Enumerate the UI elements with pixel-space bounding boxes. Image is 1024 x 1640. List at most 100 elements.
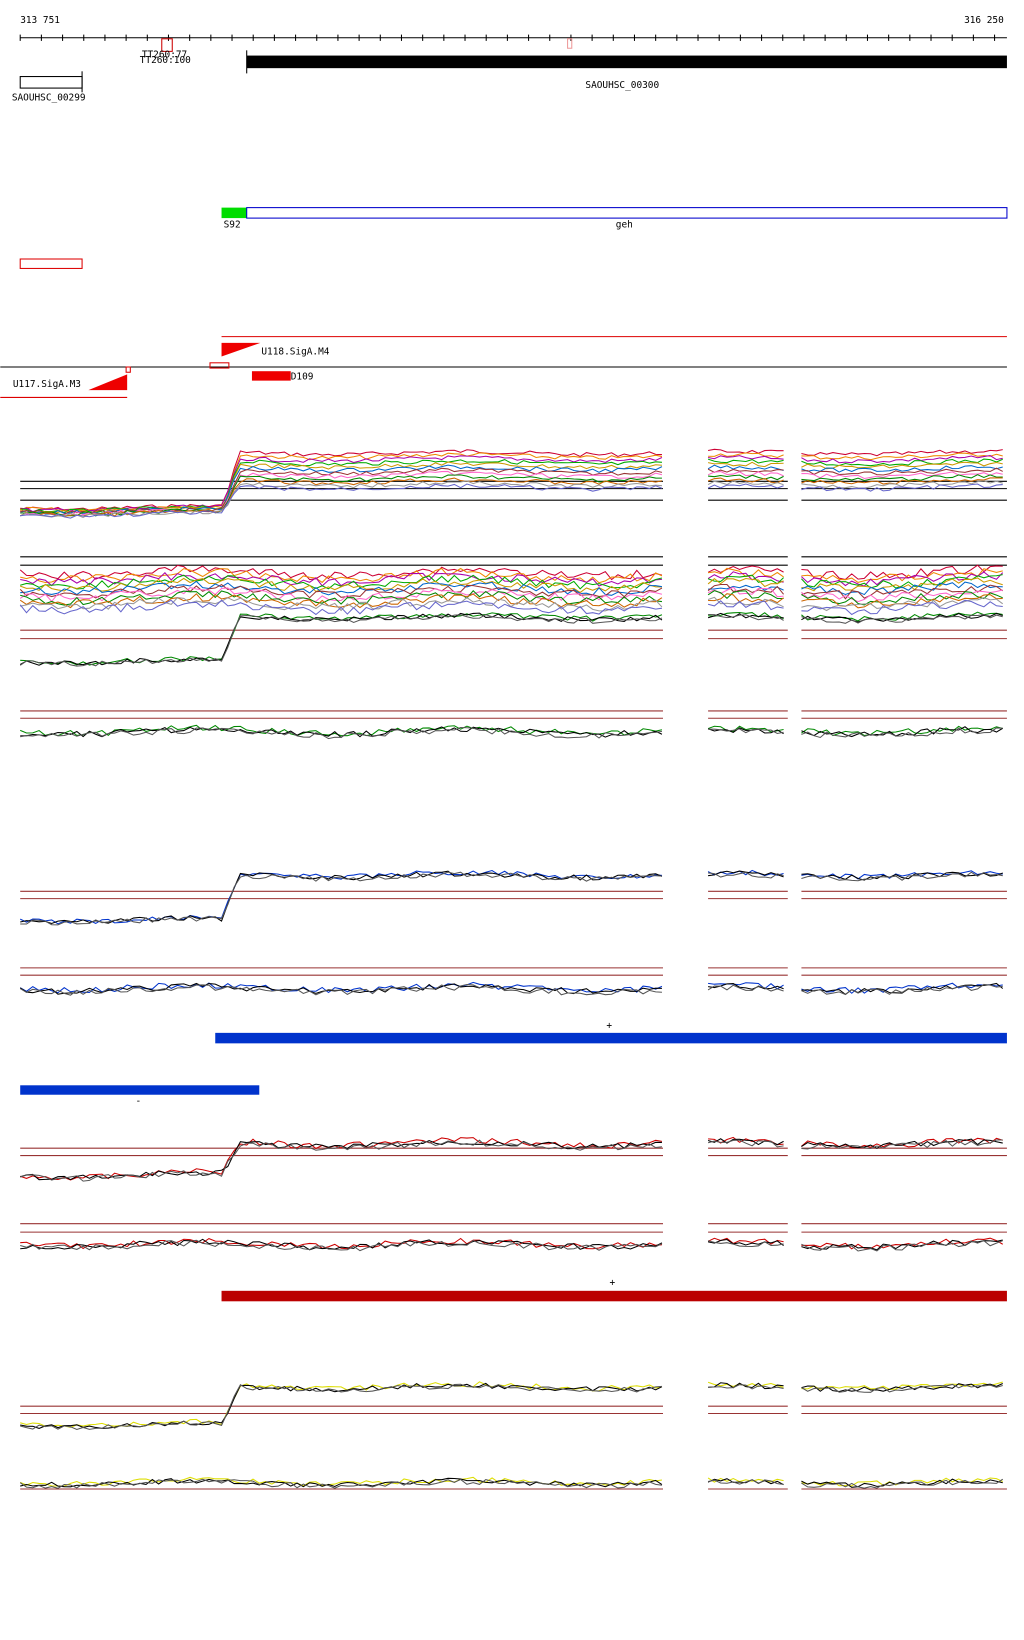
signal-line bbox=[20, 483, 663, 519]
signal-line bbox=[20, 1382, 663, 1429]
signal-line bbox=[801, 564, 1003, 581]
signal-line bbox=[707, 1139, 784, 1148]
signal-line bbox=[20, 870, 663, 925]
signal-line bbox=[707, 461, 784, 468]
signal-line bbox=[707, 571, 784, 583]
signal-line bbox=[801, 454, 1003, 464]
signal-line bbox=[708, 593, 784, 604]
signal-line bbox=[801, 871, 1003, 881]
terminator-small bbox=[567, 38, 573, 49]
signal-line bbox=[801, 467, 1003, 476]
signal-line bbox=[801, 591, 1003, 606]
signal-line bbox=[20, 871, 662, 926]
signal-line bbox=[707, 565, 784, 574]
annotation-box bbox=[221, 207, 247, 219]
promoter-box bbox=[251, 371, 291, 381]
signal-line bbox=[801, 465, 1003, 473]
signal-line bbox=[707, 583, 784, 595]
promoter-label: D109 bbox=[291, 372, 314, 383]
signal-line bbox=[708, 452, 784, 459]
signal-line bbox=[707, 596, 784, 608]
strand-bar bbox=[20, 1085, 260, 1095]
signal-line bbox=[801, 589, 1003, 603]
signal-line bbox=[707, 984, 784, 992]
annotation-label: geh bbox=[616, 220, 633, 231]
gene bbox=[246, 55, 1007, 69]
gene bbox=[19, 76, 83, 89]
strand-label: - bbox=[136, 1096, 142, 1107]
strand-label: + bbox=[610, 1278, 616, 1289]
signal-line bbox=[708, 728, 784, 735]
signal-line bbox=[19, 869, 662, 925]
signal-line bbox=[707, 612, 784, 619]
signal-line bbox=[801, 571, 1004, 587]
strand-label: + bbox=[606, 1021, 612, 1032]
terminator-label: TT260:77 bbox=[142, 50, 187, 61]
signal-line bbox=[707, 477, 784, 484]
signal-line bbox=[20, 1237, 663, 1250]
signal-line bbox=[20, 1239, 663, 1252]
signal-line bbox=[707, 1479, 784, 1485]
signal-line bbox=[801, 983, 1003, 996]
signal-line bbox=[708, 613, 784, 621]
signal-line bbox=[20, 474, 662, 517]
gene-label: SAOUHSC_00299 bbox=[12, 93, 86, 104]
signal-line bbox=[801, 1383, 1003, 1393]
signal-line bbox=[801, 1240, 1003, 1252]
signal-line bbox=[801, 449, 1003, 457]
gene-label: SAOUHSC_00300 bbox=[585, 80, 659, 91]
signal-line bbox=[19, 599, 663, 616]
signal-line bbox=[708, 474, 784, 481]
signal-line bbox=[801, 477, 1003, 485]
signal-line bbox=[20, 590, 663, 606]
terminator bbox=[125, 366, 131, 373]
signal-line bbox=[20, 571, 662, 587]
signal-line bbox=[707, 458, 784, 464]
terminator bbox=[209, 362, 230, 369]
signal-line bbox=[707, 577, 784, 588]
signal-line bbox=[801, 611, 1003, 622]
signal-line bbox=[801, 726, 1004, 738]
signal-line bbox=[801, 597, 1004, 612]
promoter-label: U118.SigA.M4 bbox=[261, 346, 329, 357]
signal-line bbox=[708, 982, 784, 990]
signal-line bbox=[801, 1478, 1004, 1489]
ruler-ticks bbox=[19, 34, 996, 41]
signal-line bbox=[19, 983, 662, 996]
signal-line bbox=[801, 982, 1004, 996]
promoter-arrow bbox=[88, 374, 128, 391]
signal-line bbox=[20, 1383, 662, 1431]
signal-line bbox=[19, 480, 662, 519]
annotation-label: S92 bbox=[224, 220, 241, 231]
signal-line bbox=[19, 614, 663, 667]
ruler-end: 316 250 bbox=[964, 15, 1004, 26]
signal-line bbox=[801, 471, 1003, 480]
terminator-label: TT260:100 bbox=[140, 55, 191, 66]
signal-line bbox=[20, 449, 662, 512]
terminator bbox=[161, 38, 173, 52]
signal-line bbox=[707, 1477, 784, 1483]
strand-bar bbox=[215, 1032, 1007, 1044]
annotation-box bbox=[246, 207, 1008, 219]
signal-line bbox=[801, 725, 1003, 737]
signal-line bbox=[801, 599, 1003, 616]
signal-line bbox=[707, 468, 784, 473]
signal-line bbox=[708, 567, 784, 578]
signal-line bbox=[20, 724, 663, 737]
signal-line bbox=[801, 474, 1003, 482]
signal-line bbox=[801, 727, 1003, 739]
signal-line bbox=[707, 455, 784, 460]
signal-line bbox=[19, 1476, 663, 1487]
signal-line bbox=[20, 1137, 663, 1181]
expression-tracks bbox=[19, 448, 1007, 1490]
signal-line bbox=[19, 583, 663, 599]
signal-line bbox=[707, 574, 784, 585]
signal-line bbox=[801, 614, 1003, 624]
signal-line bbox=[801, 584, 1004, 600]
signal-line bbox=[801, 1383, 1003, 1393]
signal-line bbox=[707, 725, 784, 733]
signal-line bbox=[708, 584, 784, 591]
signal-line bbox=[19, 1478, 663, 1489]
signal-line bbox=[20, 1477, 663, 1488]
signal-line bbox=[801, 483, 1003, 492]
